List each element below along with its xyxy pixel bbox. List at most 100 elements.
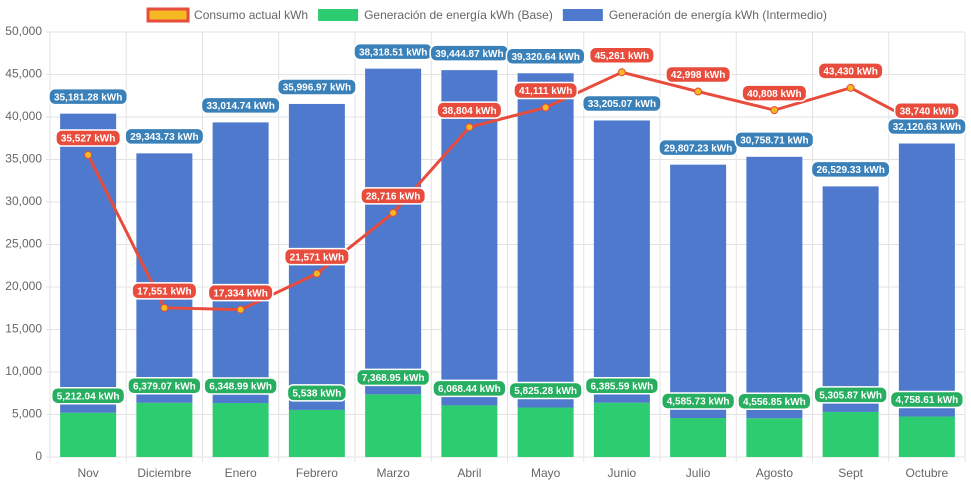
data-label: 28,716 kWh <box>360 187 427 205</box>
data-label-text: 42,998 kWh <box>671 70 725 81</box>
data-label: 45,261 kWh <box>588 46 655 65</box>
data-label-box <box>893 101 960 120</box>
x-tick-label: Mayo <box>531 466 561 480</box>
bar <box>593 402 650 457</box>
data-label: 42,998 kWh <box>665 65 732 84</box>
data-label: 38,740 kWh <box>893 101 960 120</box>
point <box>465 123 474 132</box>
data-label: 43,430 kWh <box>817 62 884 80</box>
point <box>236 305 245 314</box>
data-label-box <box>810 160 891 179</box>
data-label: 39,444.87 kWh <box>429 44 510 62</box>
x-tick-label: Junio <box>608 466 637 480</box>
data-label-text: 21,571 kWh <box>290 252 344 263</box>
data-label: 30,758.71 kWh <box>734 131 815 149</box>
y-tick-label: 0 <box>35 449 42 463</box>
legend-item[interactable]: Generación de energía kWh (Intermedio) <box>562 8 827 22</box>
legend-swatch <box>146 7 190 23</box>
data-label-box <box>48 87 129 106</box>
y-tick-label: 10,000 <box>5 364 42 378</box>
data-label-box <box>50 386 126 405</box>
bar <box>60 113 117 413</box>
data-label-text: 6,348.99 kWh <box>209 382 272 393</box>
data-label: 38,804 kWh <box>436 101 503 119</box>
point <box>312 269 321 278</box>
data-label-box <box>200 96 281 115</box>
x-tick-label: Nov <box>77 466 98 480</box>
data-label-box <box>734 131 815 149</box>
data-label-box <box>436 101 503 119</box>
bar <box>136 402 193 457</box>
data-label-box <box>286 384 348 402</box>
x-tick-label: Agosto <box>756 466 794 480</box>
point <box>694 87 703 96</box>
legend-item[interactable]: Generación de energía kWh (Base) <box>318 8 553 22</box>
data-label-text: 38,318.51 kWh <box>359 47 427 58</box>
bar <box>670 164 727 419</box>
data-label: 5,212.04 kWh <box>50 386 126 405</box>
data-label-box <box>55 129 122 147</box>
data-label-text: 35,181.28 kWh <box>54 92 122 103</box>
y-tick-label: 40,000 <box>5 109 42 123</box>
data-label: 4,758.61 kWh <box>889 390 965 409</box>
data-label-text: 29,343.73 kWh <box>130 132 198 143</box>
legend-swatch <box>562 9 603 21</box>
data-label-box <box>737 392 812 411</box>
data-label: 17,334 kWh <box>207 283 274 302</box>
data-label-text: 5,212.04 kWh <box>57 391 120 402</box>
x-tick-label: Sept <box>838 466 863 480</box>
legend-item[interactable]: Consumo actual kWh <box>146 7 308 23</box>
data-label: 40,808 kWh <box>741 84 808 102</box>
data-label: 4,585.73 kWh <box>660 392 736 410</box>
y-tick-label: 15,000 <box>5 322 42 336</box>
legend-label: Consumo actual kWh <box>194 8 308 22</box>
data-label-text: 7,368.95 kWh <box>362 373 425 384</box>
bar <box>746 418 803 457</box>
data-label: 35,181.28 kWh <box>48 87 129 106</box>
data-label-text: 39,320.64 kWh <box>511 52 579 63</box>
bar <box>136 153 193 403</box>
data-label-text: 6,385.59 kWh <box>590 381 653 392</box>
x-tick-label: Abril <box>457 466 481 480</box>
data-label: 29,807.23 kWh <box>658 138 739 157</box>
data-label: 5,538 kWh <box>286 384 348 402</box>
data-label: 26,529.33 kWh <box>810 160 891 179</box>
data-label-text: 38,740 kWh <box>900 106 954 117</box>
data-label: 29,343.73 kWh <box>124 127 205 146</box>
data-label: 17,551 kWh <box>131 282 198 300</box>
data-label: 38,318.51 kWh <box>353 42 434 61</box>
data-label-text: 6,379.07 kWh <box>133 381 196 392</box>
line <box>86 70 928 312</box>
bar <box>517 73 574 408</box>
x-tick-label: Febrero <box>296 466 338 480</box>
y-tick-label: 50,000 <box>5 24 42 38</box>
data-label-text: 40,808 kWh <box>747 89 801 100</box>
data-label-text: 39,444.87 kWh <box>435 49 503 60</box>
data-label-text: 5,538 kWh <box>292 389 341 400</box>
data-label-text: 5,305.87 kWh <box>819 391 882 402</box>
data-label-text: 4,585.73 kWh <box>667 397 730 408</box>
y-tick-label: 45,000 <box>5 67 42 81</box>
data-label-box <box>817 62 884 80</box>
bar <box>365 394 422 457</box>
bar <box>441 405 498 457</box>
legend-label: Generación de energía kWh (Base) <box>364 8 553 22</box>
data-label-text: 45,261 kWh <box>595 51 649 62</box>
data-label: 35,527 kWh <box>55 129 122 147</box>
bar <box>212 403 269 457</box>
bar <box>212 122 269 404</box>
data-label-box <box>508 381 583 400</box>
bar <box>746 156 803 419</box>
data-label-text: 28,716 kWh <box>366 192 420 203</box>
data-label-box <box>131 282 198 300</box>
bar <box>898 143 955 417</box>
y-tick-label: 30,000 <box>5 194 42 208</box>
data-label-box <box>584 376 660 395</box>
bar <box>822 186 879 412</box>
bar <box>593 120 650 403</box>
data-label-text: 41,111 kWh <box>519 86 572 97</box>
x-tick-label: Enero <box>225 466 257 480</box>
data-label: 21,571 kWh <box>283 247 350 266</box>
legend-swatch <box>318 9 359 21</box>
